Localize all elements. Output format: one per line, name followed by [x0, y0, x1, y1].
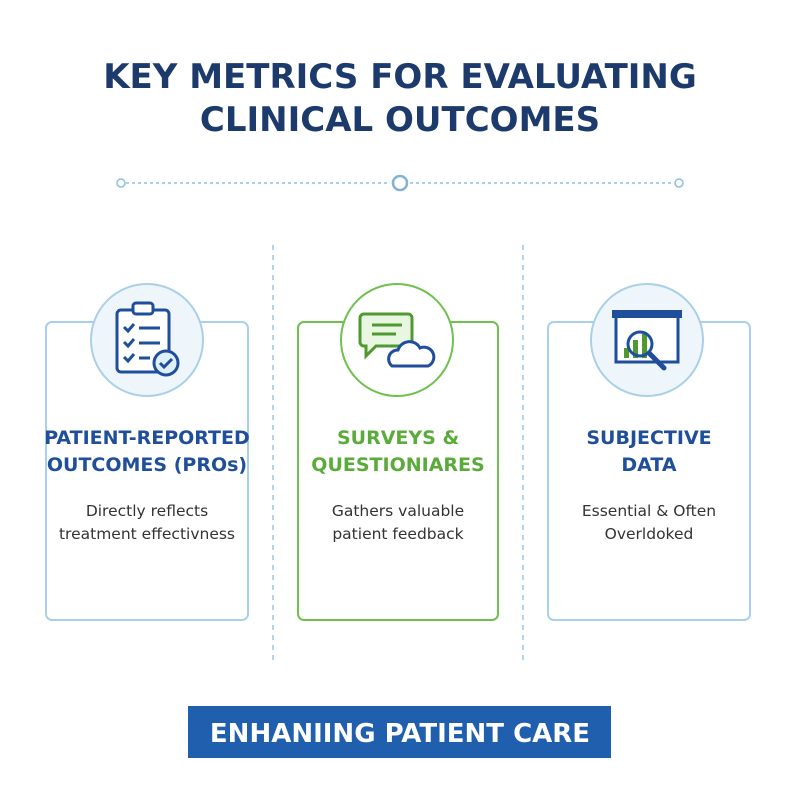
footer-banner — [188, 706, 611, 758]
card-description: patient feedback — [332, 525, 463, 543]
footer-label: ENHANIING PATIENT CARE — [210, 719, 590, 749]
card-title: DATA — [621, 454, 676, 476]
divider — [116, 174, 684, 192]
card-title: SURVEYS & — [337, 427, 459, 449]
clipboard-icon — [90, 283, 204, 397]
chat-icon — [340, 283, 454, 397]
title-line: KEY METRICS FOR EVALUATING — [103, 57, 697, 97]
card-description: treatment effectivness — [59, 525, 235, 543]
title-line: CLINICAL OUTCOMES — [200, 100, 600, 140]
card-title: PATIENT-REPORTED — [44, 427, 250, 449]
card-description: Gathers valuable — [332, 502, 464, 520]
card-description: Overldoked — [605, 525, 694, 543]
card-title: OUTCOMES (PROs) — [47, 454, 247, 476]
data-icon — [590, 283, 704, 397]
card-description: Directly reflects — [86, 502, 208, 520]
card-description: Essential & Often — [582, 502, 716, 520]
card-title: QUESTIONIARES — [311, 454, 484, 476]
card-title: SUBJECTIVE — [586, 427, 711, 449]
